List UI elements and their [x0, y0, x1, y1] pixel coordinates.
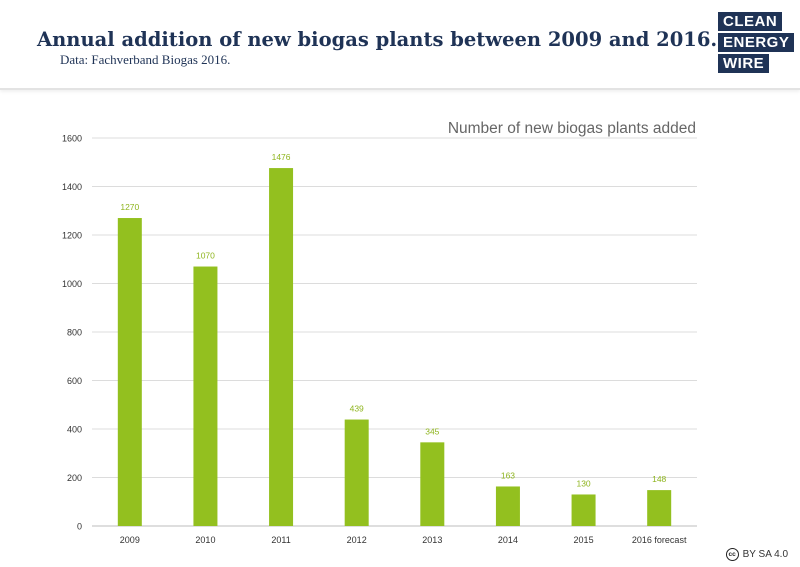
x-tick-label: 2013 [422, 535, 442, 545]
bar [420, 442, 445, 526]
x-tick-label: 2016 forecast [632, 535, 687, 545]
y-tick-label: 1400 [62, 182, 82, 192]
x-axis: 2009 2010 2011 2012 2013 2014 2015 2016 forecas… [120, 535, 687, 545]
data-label: 1476 [272, 152, 291, 162]
data-label: 345 [425, 426, 439, 436]
x-tick-label: 2012 [347, 535, 367, 545]
data-label: 163 [501, 470, 515, 480]
data-label: 130 [576, 478, 590, 488]
logo-word-wire: WIRE [718, 54, 770, 73]
y-tick-label: 400 [67, 425, 82, 435]
bar-chart: Number of new biogas plants added 0 200 40… [62, 120, 697, 545]
y-tick-label: 600 [67, 376, 82, 386]
clean-energy-wire-logo[interactable]: CLEAN ENERGY WIRE [718, 12, 795, 75]
y-axis: 0 200 400 600 800 1000 1200 1400 1600 [62, 134, 82, 532]
header: Annual addition of new biogas plants bet… [0, 0, 800, 90]
logo-word-clean: CLEAN [718, 12, 783, 31]
y-tick-label: 200 [67, 473, 82, 483]
data-labels: 1270 1070 1476 439 345 163 130 148 [120, 152, 666, 488]
data-label: 439 [350, 404, 364, 414]
x-tick-label: 2014 [498, 535, 518, 545]
bar [193, 266, 218, 526]
x-tick-label: 2011 [271, 535, 290, 545]
bars [117, 168, 672, 526]
bar [117, 218, 142, 526]
bar [269, 168, 294, 526]
y-tick-label: 1000 [62, 279, 82, 289]
x-tick-label: 2009 [120, 535, 140, 545]
chart-title: Number of new biogas plants added [448, 120, 696, 137]
license-badge[interactable]: cc BY SA 4.0 [725, 548, 788, 561]
data-label: 1270 [120, 202, 139, 212]
y-tick-label: 1200 [62, 231, 82, 241]
bar [571, 494, 596, 526]
bar [647, 490, 672, 526]
page-title: Annual addition of new biogas plants bet… [37, 28, 718, 51]
gridlines [92, 137, 697, 527]
x-tick-label: 2010 [195, 535, 215, 545]
license-text: BY SA 4.0 [742, 549, 788, 560]
data-label: 1070 [196, 251, 215, 261]
data-source: Data: Fachverband Biogas 2016. [60, 52, 231, 67]
bar [344, 419, 369, 526]
bar [495, 486, 520, 526]
y-tick-label: 0 [77, 522, 82, 532]
y-tick-label: 1600 [62, 134, 82, 144]
y-tick-label: 800 [67, 328, 82, 338]
data-label: 148 [652, 474, 666, 484]
creative-commons-icon: cc [725, 548, 739, 561]
x-tick-label: 2015 [574, 535, 594, 545]
logo-word-energy: ENERGY [718, 33, 795, 52]
